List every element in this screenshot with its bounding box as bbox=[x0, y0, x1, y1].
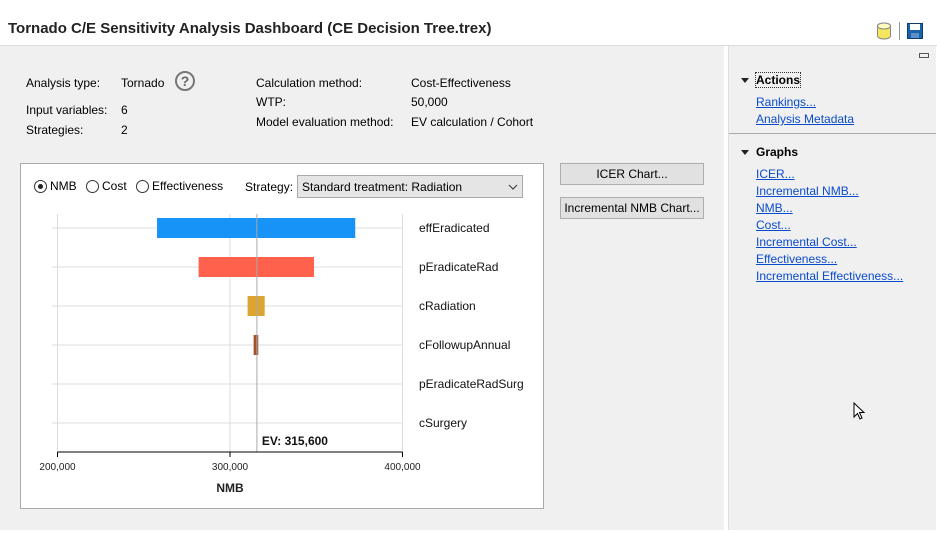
chevron-down-icon bbox=[508, 184, 518, 190]
toolbar-divider bbox=[899, 22, 900, 40]
category-label: cSurgery bbox=[419, 416, 467, 430]
bar-effEradicated bbox=[157, 218, 356, 238]
radio-nmb[interactable]: NMB bbox=[34, 179, 77, 194]
graphs-section-header[interactable]: Graphs bbox=[741, 145, 798, 159]
category-label: pEradicateRadSurg bbox=[419, 377, 524, 391]
link-graph-incremental-nmb[interactable]: Incremental NMB... bbox=[756, 184, 859, 198]
category-label: effEradicated bbox=[419, 221, 490, 235]
mouse-cursor-icon bbox=[853, 402, 866, 420]
link-graph-cost[interactable]: Cost... bbox=[756, 218, 791, 232]
tornado-chart-panel: NMB Cost Effectiveness Strategy: Standar… bbox=[20, 163, 544, 509]
input-variables-value: 6 bbox=[121, 103, 128, 117]
analysis-type-label: Analysis type: bbox=[26, 76, 101, 90]
radio-button[interactable] bbox=[86, 180, 99, 194]
ev-label: EV: 315,600 bbox=[262, 434, 328, 448]
radio-label: NMB bbox=[50, 179, 77, 193]
graphs-title: Graphs bbox=[756, 145, 799, 159]
model-eval-label: Model evaluation method: bbox=[256, 115, 394, 129]
category-label: cRadiation bbox=[419, 299, 476, 313]
link-graph-icer[interactable]: ICER... bbox=[756, 167, 795, 181]
x-tick-label: 300,000 bbox=[212, 462, 249, 473]
bar-cRadiation bbox=[247, 296, 265, 316]
radio-label: Effectiveness bbox=[152, 179, 224, 193]
icer-chart-button[interactable]: ICER Chart... bbox=[560, 163, 704, 185]
save-icon[interactable] bbox=[907, 23, 923, 39]
link-graph-nmb[interactable]: NMB... bbox=[756, 201, 793, 215]
calc-method-label: Calculation method: bbox=[256, 76, 363, 90]
analysis-type-value: Tornado bbox=[121, 76, 165, 90]
strategy-select-value: Standard treatment: Radiation bbox=[302, 180, 463, 194]
radio-button[interactable] bbox=[34, 180, 47, 194]
strategy-select[interactable]: Standard treatment: Radiation bbox=[297, 175, 523, 198]
strategy-label: Strategy: bbox=[245, 180, 294, 194]
title-bar: Tornado C/E Sensitivity Analysis Dashboa… bbox=[0, 0, 937, 46]
link-rankings[interactable]: Rankings... bbox=[756, 95, 817, 109]
actions-section-header[interactable]: Actions bbox=[741, 72, 802, 88]
help-icon[interactable]: ? bbox=[175, 71, 195, 91]
link-graph-effectiveness[interactable]: Effectiveness... bbox=[756, 252, 838, 266]
model-eval-value: EV calculation / Cohort bbox=[411, 115, 534, 129]
wtp-value: 50,000 bbox=[411, 95, 448, 109]
wtp-label: WTP: bbox=[256, 95, 286, 109]
strategies-value: 2 bbox=[121, 123, 128, 137]
link-graph-incremental-effectiveness[interactable]: Incremental Effectiveness... bbox=[756, 269, 904, 283]
x-tick-label: 400,000 bbox=[384, 462, 421, 473]
radio-label: Cost bbox=[102, 179, 127, 193]
collapse-triangle-icon bbox=[741, 150, 749, 156]
category-label: cFollowupAnnual bbox=[419, 338, 510, 352]
actions-title: Actions bbox=[754, 72, 802, 88]
section-divider bbox=[729, 133, 936, 134]
strategies-label: Strategies: bbox=[26, 123, 84, 137]
bar-cFollowupAnnual bbox=[253, 335, 259, 355]
radio-effectiveness[interactable]: Effectiveness bbox=[136, 179, 224, 194]
window-title: Tornado C/E Sensitivity Analysis Dashboa… bbox=[8, 20, 492, 37]
minimize-icon[interactable] bbox=[919, 53, 929, 58]
database-icon[interactable] bbox=[876, 22, 892, 40]
collapse-triangle-icon bbox=[741, 78, 749, 84]
x-tick-label: 200,000 bbox=[39, 462, 76, 473]
incremental-nmb-chart-button[interactable]: Incremental NMB Chart... bbox=[560, 197, 704, 219]
radio-cost[interactable]: Cost bbox=[86, 179, 127, 194]
sidebar: Actions Rankings... Analysis Metadata Gr… bbox=[728, 46, 936, 530]
radio-button[interactable] bbox=[136, 180, 149, 194]
input-variables-label: Input variables: bbox=[26, 103, 108, 117]
link-graph-incremental-cost[interactable]: Incremental Cost... bbox=[756, 235, 857, 249]
x-axis-label: NMB bbox=[216, 481, 244, 495]
tornado-chart: effEradicated pEradicateRad cRadiation cFol… bbox=[39, 214, 524, 495]
bar-pEradicateRad bbox=[198, 257, 315, 277]
category-label: pEradicateRad bbox=[419, 260, 498, 274]
link-analysis-metadata[interactable]: Analysis Metadata bbox=[756, 112, 855, 126]
calc-method-value: Cost-Effectiveness bbox=[411, 76, 511, 90]
